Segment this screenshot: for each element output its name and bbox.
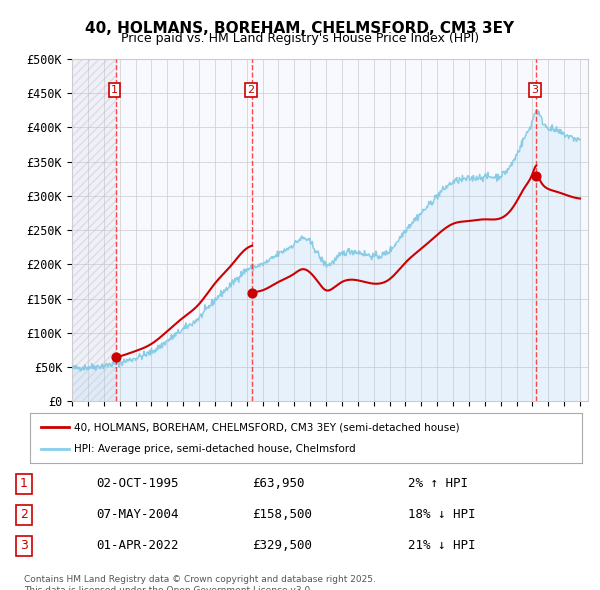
- Text: 1: 1: [111, 85, 118, 95]
- Text: 3: 3: [532, 85, 539, 95]
- Text: £329,500: £329,500: [252, 539, 312, 552]
- Text: 2: 2: [248, 85, 255, 95]
- Point: [111, 353, 121, 362]
- Text: 2: 2: [20, 508, 28, 522]
- Text: 3: 3: [20, 539, 28, 552]
- Text: Contains HM Land Registry data © Crown copyright and database right 2025.
This d: Contains HM Land Registry data © Crown c…: [24, 575, 376, 590]
- Text: Price paid vs. HM Land Registry's House Price Index (HPI): Price paid vs. HM Land Registry's House …: [121, 32, 479, 45]
- Text: 18% ↓ HPI: 18% ↓ HPI: [408, 508, 476, 522]
- Text: HPI: Average price, semi-detached house, Chelmsford: HPI: Average price, semi-detached house,…: [74, 444, 356, 454]
- Text: 21% ↓ HPI: 21% ↓ HPI: [408, 539, 476, 552]
- Text: 07-MAY-2004: 07-MAY-2004: [96, 508, 179, 522]
- Text: 02-OCT-1995: 02-OCT-1995: [96, 477, 179, 490]
- Text: £158,500: £158,500: [252, 508, 312, 522]
- Point: [248, 288, 257, 297]
- Point: [532, 171, 541, 181]
- Text: 1: 1: [20, 477, 28, 490]
- Text: 01-APR-2022: 01-APR-2022: [96, 539, 179, 552]
- Text: 40, HOLMANS, BOREHAM, CHELMSFORD, CM3 3EY (semi-detached house): 40, HOLMANS, BOREHAM, CHELMSFORD, CM3 3E…: [74, 422, 460, 432]
- Text: 2% ↑ HPI: 2% ↑ HPI: [408, 477, 468, 490]
- Text: 40, HOLMANS, BOREHAM, CHELMSFORD, CM3 3EY: 40, HOLMANS, BOREHAM, CHELMSFORD, CM3 3E…: [85, 21, 515, 35]
- Bar: [72, 59, 116, 401]
- Bar: [72, 59, 116, 401]
- Text: £63,950: £63,950: [252, 477, 305, 490]
